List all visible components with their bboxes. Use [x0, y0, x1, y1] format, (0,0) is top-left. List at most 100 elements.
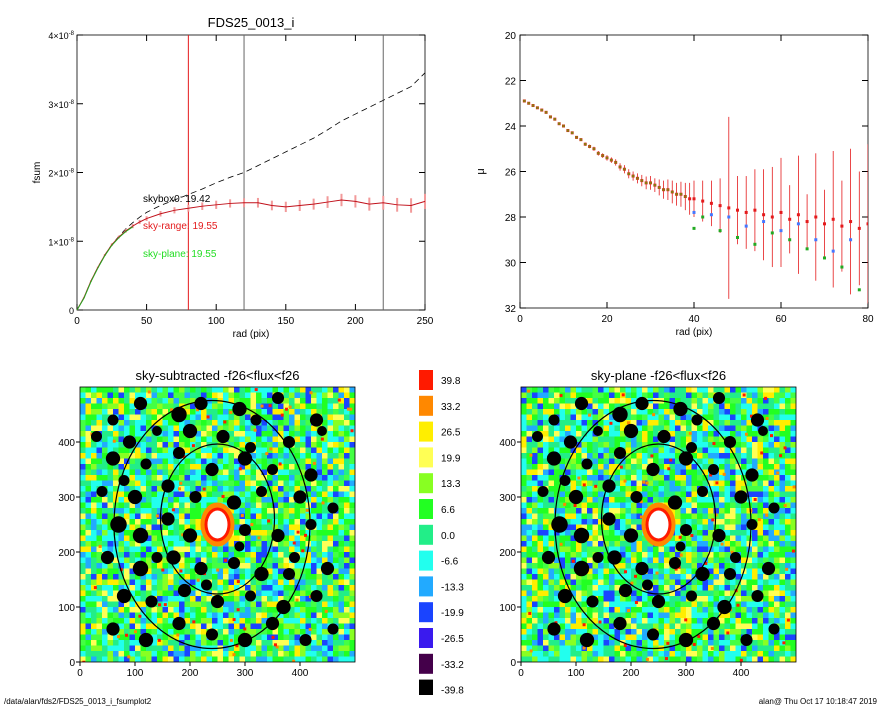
pixel: [581, 436, 588, 443]
pixel: [592, 535, 599, 542]
pixel: [300, 425, 306, 432]
pixel: [333, 557, 339, 564]
pixel: [757, 535, 764, 542]
pixel: [757, 519, 764, 525]
pixel: [80, 607, 86, 613]
pixel: [272, 651, 279, 657]
pixel: [790, 420, 796, 426]
pixel: [559, 403, 566, 410]
pixel: [118, 453, 125, 459]
pixel: [311, 607, 317, 613]
pixel: [107, 398, 114, 404]
pixel: [708, 601, 714, 608]
pixel: [234, 431, 240, 437]
pixel: [587, 546, 593, 553]
pixel: [532, 469, 538, 476]
pixel: [581, 502, 588, 509]
pixel: [157, 475, 163, 481]
pixel: [548, 563, 555, 569]
pixel: [526, 403, 533, 410]
pixel: [785, 574, 791, 580]
pixel: [719, 502, 725, 509]
pixel: [719, 574, 725, 580]
pixel: [702, 508, 709, 514]
pixel: [779, 502, 786, 509]
pixel: [300, 623, 306, 630]
pixel: [212, 392, 218, 399]
pixel: [669, 541, 676, 547]
pixel: [691, 464, 698, 470]
pixel: [565, 535, 571, 542]
pixel: [768, 486, 775, 492]
pixel: [245, 607, 251, 613]
pixel: [746, 425, 753, 432]
colorbar-label: 0.0: [441, 531, 455, 542]
pixel: [344, 387, 350, 393]
pixel: [708, 563, 714, 569]
pixel: [146, 502, 152, 509]
pixel: [118, 601, 125, 608]
pixel: [261, 403, 268, 410]
pixel: [289, 447, 295, 454]
pixel: [724, 414, 731, 421]
pixel: [162, 607, 169, 613]
pixel: [333, 568, 339, 575]
pixel: [344, 645, 350, 652]
pixel: [283, 656, 290, 662]
pixel: [85, 612, 92, 619]
pixel: [338, 431, 345, 437]
pixel: [300, 447, 306, 454]
pixel: [102, 590, 108, 597]
pixel: [543, 420, 549, 426]
pixel: [250, 469, 257, 476]
pixel: [333, 640, 339, 646]
pixel: [724, 392, 731, 399]
pixel: [344, 414, 350, 421]
pixel: [752, 502, 758, 509]
pixel: [124, 524, 130, 531]
pixel: [212, 612, 218, 619]
pixel: [675, 436, 681, 443]
pixel: [757, 480, 764, 487]
pixel: [168, 656, 174, 662]
pixel: [184, 486, 191, 492]
pixel: [96, 458, 103, 465]
pixel: [102, 596, 108, 602]
pixel: [686, 513, 692, 520]
pixel: [256, 425, 262, 432]
pixel: [96, 453, 103, 459]
pixel: [779, 398, 786, 404]
pixel: [587, 579, 593, 586]
pixel: [162, 623, 169, 630]
pixel: [195, 546, 202, 553]
pixel: [162, 420, 169, 426]
pixel: [245, 656, 251, 662]
pixel: [785, 541, 791, 547]
pixel: [316, 486, 323, 492]
pixel: [774, 425, 780, 432]
pixel: [162, 640, 169, 646]
pixel: [559, 442, 566, 448]
masked-source: [245, 442, 256, 453]
pixel: [581, 420, 588, 426]
pixel: [217, 464, 224, 470]
pixel: [548, 524, 555, 531]
pixel: [344, 634, 350, 641]
pixel: [113, 590, 119, 597]
pixel: [184, 519, 191, 525]
pixel: [746, 596, 753, 602]
pixel: [581, 601, 588, 608]
pixel: [157, 645, 163, 652]
pixel: [283, 623, 290, 630]
pixel: [179, 601, 185, 608]
pixel: [96, 535, 103, 542]
mu-point-overlap: [601, 154, 604, 157]
pixel: [239, 420, 246, 426]
pixel: [658, 475, 665, 481]
pixel: [85, 568, 92, 575]
pixel: [102, 563, 108, 569]
pixel: [333, 530, 339, 536]
pixel: [261, 442, 268, 448]
pixel: [669, 453, 676, 459]
pixel: [702, 431, 709, 437]
